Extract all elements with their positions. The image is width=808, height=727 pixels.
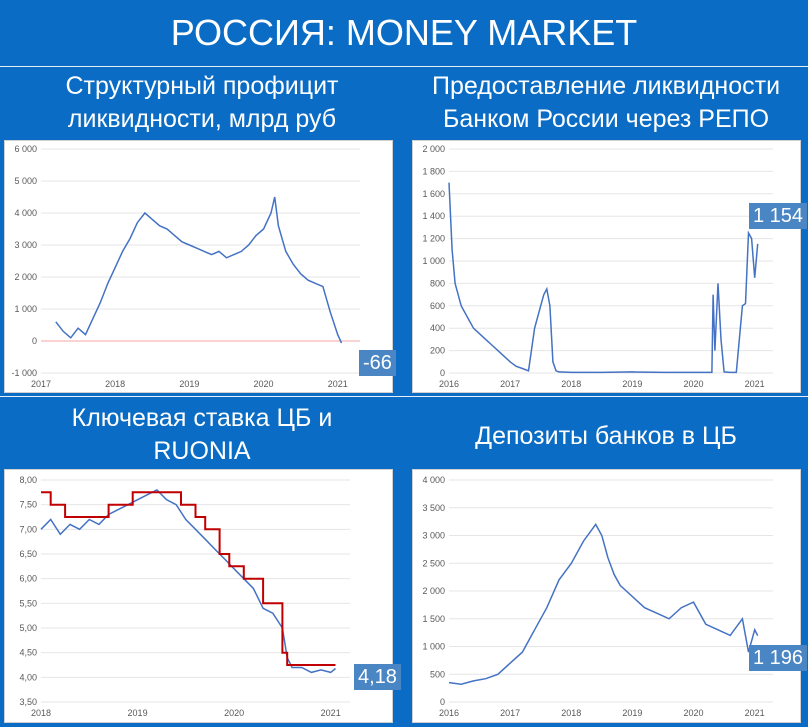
- y-tick-label: 7,50: [19, 500, 37, 510]
- panel-1-title: Структурный профицит ликвидности, млрд р…: [0, 70, 404, 136]
- chart-repo-plot: 0 200 400 600 800 1 000 1 200 1 400 1 600 1 800 2 …: [422, 144, 773, 389]
- y-tick-label: 1 400: [422, 211, 445, 221]
- panel-2-title-line1: Предоставление ликвидности: [431, 72, 781, 100]
- panel-4-title: Депозиты банков в ЦБ: [404, 420, 808, 453]
- y-tick-label: 1 000: [422, 256, 445, 266]
- x-tick-label: 2021: [745, 379, 765, 389]
- panel-2-title-line2: Банком России через РЕПО: [442, 105, 770, 133]
- y-tick-label: 4 000: [14, 208, 37, 218]
- chart-key-rate-plot: 3,50 4,00 4,50 5,00 5,50 6,00 6,50 7,00 7,50 8,00…: [19, 475, 350, 718]
- page-title: РОССИЯ: MONEY MARKET: [0, 0, 808, 66]
- y-tick-label: 500: [430, 669, 445, 679]
- y-tick-label: 1 200: [422, 234, 445, 244]
- panel-3-title-line1: Ключевая ставка ЦБ и: [71, 404, 333, 432]
- y-tick-label: 1 600: [422, 189, 445, 199]
- panel-3-title: Ключевая ставка ЦБ и RUONIA: [0, 402, 404, 468]
- x-tick-label: 2016: [439, 379, 459, 389]
- y-tick-label: 8,00: [19, 475, 37, 485]
- y-tick-label: 800: [430, 278, 445, 288]
- callout-key-rate: 4,18: [354, 664, 401, 690]
- x-tick-label: 2017: [500, 379, 520, 389]
- y-tick-label: 4,00: [19, 672, 37, 682]
- y-tick-label: 4,50: [19, 648, 37, 658]
- y-tick-label: 3,50: [19, 697, 37, 707]
- callout-repo: 1 154: [749, 203, 808, 229]
- header-divider: [0, 66, 808, 67]
- panel-1-title-line1: Структурный профицит: [65, 72, 339, 100]
- y-tick-label: 3 000: [14, 240, 37, 250]
- chart-deposits: 0 500 1 000 1 500 2 000 2 500 3 000 3 500 4 000 2…: [412, 469, 801, 723]
- y-tick-label: 200: [430, 346, 445, 356]
- y-tick-label: 2 000: [422, 586, 445, 596]
- series-line-0: [448, 182, 759, 374]
- panel-3-title-line2: RUONIA: [153, 437, 251, 465]
- x-tick-label: 2019: [622, 708, 642, 718]
- x-tick-label: 2020: [684, 708, 704, 718]
- x-tick-label: 2020: [684, 379, 704, 389]
- chart-deposits-plot: 0 500 1 000 1 500 2 000 2 500 3 000 3 500 4 000 2…: [422, 475, 773, 718]
- y-tick-label: 6,50: [19, 549, 37, 559]
- x-tick-label: 2018: [31, 708, 51, 718]
- callout-deposits: 1 196: [749, 645, 808, 671]
- x-tick-label: 2020: [254, 379, 274, 389]
- x-tick-label: 2021: [321, 708, 341, 718]
- callout-liquidity-surplus: -66: [359, 350, 396, 376]
- x-tick-label: 2019: [622, 379, 642, 389]
- chart-liquidity-surplus: -1 000 0 1 000 2 000 3 000 4 000 5 000 6 000 201…: [4, 140, 393, 393]
- y-tick-label: 1 800: [422, 166, 445, 176]
- x-tick-label: 2021: [328, 379, 348, 389]
- series-line-0: [55, 196, 343, 344]
- y-tick-label: 1 000: [422, 642, 445, 652]
- x-tick-label: 2017: [31, 379, 51, 389]
- panel-2-title: Предоставление ликвидности Банком России…: [404, 70, 808, 136]
- y-tick-label: -1 000: [11, 368, 37, 378]
- y-tick-label: 2 000: [422, 144, 445, 154]
- x-tick-label: 2021: [745, 708, 765, 718]
- y-tick-label: 5,50: [19, 598, 37, 608]
- y-tick-label: 1 000: [14, 304, 37, 314]
- y-tick-label: 5,00: [19, 623, 37, 633]
- y-tick-label: 3 000: [422, 531, 445, 541]
- x-tick-label: 2016: [439, 708, 459, 718]
- y-tick-label: 600: [430, 301, 445, 311]
- panel-1-title-line2: ликвидности, млрд руб: [67, 105, 337, 133]
- y-tick-label: 2 000: [14, 272, 37, 282]
- y-tick-label: 4 000: [422, 475, 445, 485]
- row-divider: [0, 396, 808, 397]
- y-tick-label: 6,00: [19, 574, 37, 584]
- x-tick-label: 2020: [224, 708, 244, 718]
- chart-repo: 0 200 400 600 800 1 000 1 200 1 400 1 600 1 800 2 …: [412, 140, 801, 393]
- x-tick-label: 2017: [500, 708, 520, 718]
- y-tick-label: 3 500: [422, 503, 445, 513]
- x-tick-label: 2018: [561, 708, 581, 718]
- y-tick-label: 2 500: [422, 558, 445, 568]
- x-tick-label: 2018: [561, 379, 581, 389]
- y-tick-label: 400: [430, 323, 445, 333]
- series-line-0: [448, 523, 759, 685]
- y-tick-label: 1 500: [422, 614, 445, 624]
- y-tick-label: 5 000: [14, 176, 37, 186]
- x-tick-label: 2019: [128, 708, 148, 718]
- y-tick-label: 7,00: [19, 524, 37, 534]
- series-line-1: [41, 491, 336, 666]
- x-tick-label: 2018: [105, 379, 125, 389]
- y-tick-label: 0: [440, 368, 445, 378]
- y-tick-label: 6 000: [14, 144, 37, 154]
- x-tick-label: 2019: [179, 379, 199, 389]
- chart-liquidity-surplus-plot: -1 000 0 1 000 2 000 3 000 4 000 5 000 6 000 201…: [11, 144, 360, 389]
- panel-4-title-line1: Депозиты банков в ЦБ: [475, 422, 737, 450]
- y-tick-label: 0: [32, 336, 37, 346]
- y-tick-label: 0: [440, 697, 445, 707]
- chart-key-rate: 3,50 4,00 4,50 5,00 5,50 6,00 6,50 7,00 7,50 8,00…: [4, 469, 393, 723]
